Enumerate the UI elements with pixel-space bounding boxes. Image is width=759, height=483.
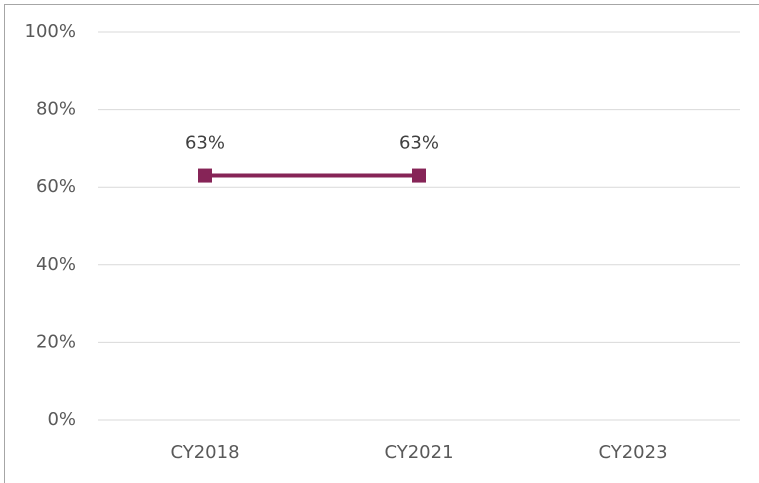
y-tick-label: 20% [36,331,76,352]
marker [198,168,212,183]
data-label: 63% [185,133,225,154]
chart-frame [4,4,759,483]
y-tick-label: 100% [25,21,76,42]
y-tick-label: 80% [36,99,76,120]
marker [412,168,426,183]
y-tick-label: 60% [36,176,76,197]
y-tick-label: 40% [36,254,76,275]
x-tick-label: CY2018 [170,442,239,463]
data-label: 63% [399,133,439,154]
x-tick-label: CY2023 [598,442,667,463]
x-tick-label: CY2021 [384,442,453,463]
y-tick-label: 0% [47,409,76,430]
